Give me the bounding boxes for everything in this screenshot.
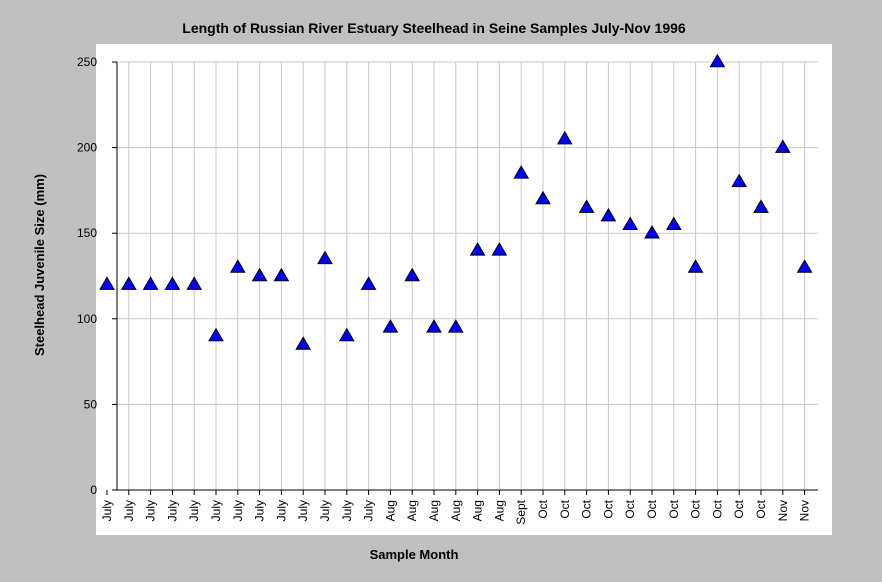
data-point-marker bbox=[317, 250, 333, 265]
data-point-marker bbox=[578, 199, 595, 213]
x-tick-label: July bbox=[362, 500, 376, 521]
data-point-marker bbox=[338, 327, 355, 342]
x-tick-label: Aug bbox=[449, 500, 463, 521]
x-tick-label: July bbox=[209, 500, 223, 521]
y-tick-label: 250 bbox=[77, 55, 97, 69]
x-tick-label: Oct bbox=[732, 499, 746, 518]
data-point-marker bbox=[796, 259, 813, 273]
data-point-marker bbox=[99, 276, 115, 290]
y-tick-label: 50 bbox=[84, 397, 98, 411]
data-point-marker bbox=[665, 216, 682, 230]
x-tick-label: Aug bbox=[471, 500, 485, 521]
x-tick-label: July bbox=[296, 500, 310, 521]
y-tick-label: 0 bbox=[90, 483, 97, 497]
x-tick-label: Oct bbox=[601, 499, 615, 518]
horizontal-gridlines bbox=[117, 61, 818, 405]
data-point-marker bbox=[426, 319, 442, 333]
y-axis-ticks: 0 50 100 150 200 250 bbox=[77, 55, 117, 497]
y-tick-label: 200 bbox=[77, 141, 97, 155]
x-tick-label: Nov bbox=[798, 500, 812, 521]
x-tick-label: Oct bbox=[754, 499, 768, 518]
x-tick-label: Oct bbox=[645, 499, 659, 518]
x-tick-label: Oct bbox=[536, 499, 550, 518]
x-tick-label: July bbox=[122, 500, 136, 521]
data-point-marker bbox=[731, 173, 748, 188]
y-tick-label: 100 bbox=[77, 312, 97, 326]
y-tick-label: 150 bbox=[77, 226, 97, 240]
data-point-marker bbox=[404, 267, 421, 282]
data-point-marker bbox=[360, 276, 377, 290]
data-point-marker bbox=[600, 207, 617, 222]
data-point-marker bbox=[774, 139, 791, 153]
x-tick-label: Oct bbox=[623, 499, 637, 518]
x-tick-label: Aug bbox=[383, 500, 397, 521]
data-point-marker bbox=[556, 130, 573, 145]
x-tick-label: Oct bbox=[710, 499, 724, 518]
data-point-marker bbox=[142, 276, 159, 290]
data-point-marker bbox=[164, 276, 181, 290]
x-tick-label: Aug bbox=[427, 500, 441, 521]
x-tick-label: July bbox=[187, 500, 201, 521]
data-point-marker bbox=[186, 276, 203, 290]
x-tick-label: July bbox=[165, 500, 179, 521]
x-tick-label: July bbox=[340, 500, 354, 521]
x-tick-label: July bbox=[100, 500, 114, 521]
data-point-marker bbox=[447, 319, 464, 333]
x-tick-label: July bbox=[274, 500, 288, 521]
data-point-marker bbox=[491, 242, 508, 256]
data-point-marker bbox=[229, 259, 246, 273]
x-axis-ticks: July July July July July July July July July July… bbox=[100, 490, 812, 525]
x-tick-label: Aug bbox=[405, 500, 419, 521]
y-axis-label: Steelhead Juvenile Size (mm) bbox=[32, 174, 47, 356]
x-tick-label: Sept bbox=[514, 499, 528, 524]
data-point-marker bbox=[709, 53, 726, 68]
data-point-marker bbox=[208, 327, 224, 342]
data-point-marker bbox=[535, 190, 551, 205]
data-points bbox=[99, 53, 813, 350]
data-point-marker bbox=[513, 165, 530, 179]
data-point-marker bbox=[120, 276, 137, 290]
x-tick-label: July bbox=[144, 500, 158, 521]
data-point-marker bbox=[687, 259, 704, 273]
x-tick-label: July bbox=[318, 500, 332, 521]
x-axis-label: Sample Month bbox=[370, 547, 459, 562]
x-tick-label: Nov bbox=[776, 500, 790, 521]
x-tick-label: Oct bbox=[580, 499, 594, 518]
data-point-marker bbox=[273, 267, 290, 282]
data-point-marker bbox=[644, 225, 660, 239]
data-point-marker bbox=[469, 242, 486, 256]
x-tick-label: Oct bbox=[558, 499, 572, 518]
x-tick-label: Aug bbox=[492, 500, 506, 521]
x-tick-label: July bbox=[253, 500, 267, 521]
data-point-marker bbox=[622, 216, 639, 230]
chart-title: Length of Russian River Estuary Steelhea… bbox=[182, 20, 686, 36]
x-tick-label: Oct bbox=[667, 499, 681, 518]
data-point-marker bbox=[251, 267, 268, 282]
data-point-marker bbox=[295, 336, 312, 350]
data-point-marker bbox=[382, 319, 399, 333]
x-tick-label: July bbox=[231, 500, 245, 521]
plot-background bbox=[96, 44, 832, 535]
data-point-marker bbox=[753, 199, 769, 213]
x-tick-label: Oct bbox=[689, 499, 703, 518]
